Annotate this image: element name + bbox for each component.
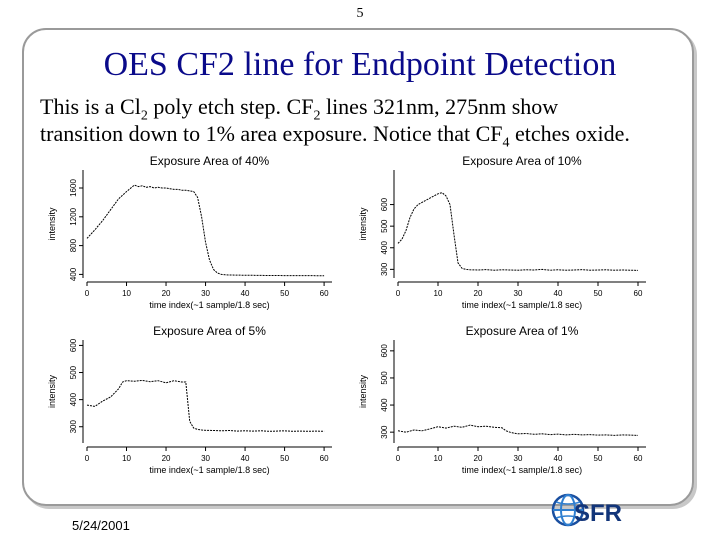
- slide-description: This is a Cl2 poly etch step. CF2 lines …: [40, 93, 700, 151]
- x-tick-label: 10: [122, 454, 131, 463]
- x-tick-label: 50: [594, 454, 603, 463]
- x-tick-label: 20: [162, 289, 171, 298]
- y-tick-label: 800: [69, 238, 78, 252]
- y-tick-label: 500: [69, 365, 78, 379]
- y-tick-label: 600: [380, 344, 389, 358]
- x-tick-label: 50: [280, 289, 289, 298]
- chart-title: Exposure Area of 40%: [150, 154, 270, 168]
- x-axis-label: time index(~1 sample/1.8 sec): [149, 300, 269, 310]
- y-tick-label: 400: [69, 392, 78, 406]
- y-tick-label: 600: [69, 338, 78, 352]
- slide-frame: [22, 28, 694, 506]
- desc-text: poly etch step. CF: [147, 94, 314, 119]
- description-line-2: transition down to 1% area exposure. Not…: [40, 120, 700, 151]
- chart-panel: Exposure Area of 10% 0 10 20 30 40 50 60 300 400 5…: [358, 154, 646, 310]
- x-axis-label: time index(~1 sample/1.8 sec): [149, 465, 269, 475]
- chart-panel: Exposure Area of 5% 0 10 20 30 40 50 60 300 400 50…: [47, 324, 332, 475]
- series-line: [86, 184, 325, 277]
- x-tick-label: 30: [201, 454, 210, 463]
- desc-text: transition down to 1% area exposure. Not…: [40, 121, 503, 146]
- x-tick-label: 30: [514, 289, 523, 298]
- y-axis-label: intensity: [47, 374, 57, 408]
- series-line: [397, 424, 639, 436]
- series-line: [397, 192, 639, 271]
- series-line: [86, 379, 325, 432]
- x-tick-label: 40: [241, 289, 250, 298]
- x-tick-label: 30: [201, 289, 210, 298]
- desc-text: etches oxide.: [509, 121, 630, 146]
- y-axis-label: intensity: [47, 207, 57, 241]
- y-tick-label: 1600: [69, 179, 78, 197]
- x-tick-label: 40: [554, 289, 563, 298]
- y-axis-label: intensity: [358, 374, 368, 408]
- y-tick-label: 400: [69, 267, 78, 281]
- chart-title: Exposure Area of 5%: [153, 324, 266, 338]
- x-tick-label: 0: [396, 454, 401, 463]
- x-tick-label: 60: [634, 289, 643, 298]
- sfr-logo: SFR: [551, 493, 622, 527]
- desc-text: lines 321nm, 275nm show: [320, 94, 559, 119]
- y-tick-label: 600: [380, 197, 389, 211]
- page-number: 5: [356, 6, 364, 21]
- x-tick-label: 10: [122, 289, 131, 298]
- logo-text: SFR: [574, 500, 622, 527]
- chart-title: Exposure Area of 1%: [466, 324, 579, 338]
- desc-text: This is a Cl: [40, 94, 141, 119]
- desc-subscript: 2: [140, 108, 148, 124]
- y-tick-label: 400: [380, 241, 389, 255]
- x-tick-label: 60: [634, 454, 643, 463]
- y-tick-label: 300: [380, 425, 389, 439]
- description-line-1: This is a Cl2 poly etch step. CF2 lines …: [40, 93, 700, 124]
- y-tick-label: 1200: [69, 207, 78, 225]
- x-axis-label: time index(~1 sample/1.8 sec): [462, 465, 582, 475]
- slide-date: 5/24/2001: [72, 518, 130, 533]
- x-tick-label: 60: [320, 454, 329, 463]
- chart-panel: Exposure Area of 40% 0 10 20 30 40 50 60 400 800 1…: [47, 154, 332, 310]
- x-tick-label: 60: [320, 289, 329, 298]
- x-tick-label: 0: [396, 289, 401, 298]
- y-tick-label: 500: [380, 371, 389, 385]
- x-tick-label: 40: [241, 454, 250, 463]
- x-tick-label: 0: [85, 454, 90, 463]
- x-tick-label: 50: [280, 454, 289, 463]
- x-tick-label: 40: [554, 454, 563, 463]
- x-tick-label: 20: [474, 454, 483, 463]
- x-tick-label: 20: [474, 289, 483, 298]
- y-tick-label: 300: [69, 420, 78, 434]
- x-tick-label: 50: [594, 289, 603, 298]
- y-axis-label: intensity: [358, 207, 368, 241]
- x-tick-label: 10: [434, 289, 443, 298]
- desc-subscript: 2: [313, 108, 321, 124]
- chart-title: Exposure Area of 10%: [462, 154, 582, 168]
- y-tick-label: 400: [380, 398, 389, 412]
- y-tick-label: 500: [380, 219, 389, 233]
- x-tick-label: 20: [162, 454, 171, 463]
- y-tick-label: 300: [380, 262, 389, 276]
- globe-icon: [551, 493, 585, 527]
- desc-subscript: 4: [502, 135, 510, 151]
- x-tick-label: 10: [434, 454, 443, 463]
- x-tick-label: 30: [514, 454, 523, 463]
- chart-panel: Exposure Area of 1% 0 10 20 30 40 50 60 300 400 50…: [358, 324, 646, 475]
- x-axis-label: time index(~1 sample/1.8 sec): [462, 300, 582, 310]
- x-tick-label: 0: [85, 289, 90, 298]
- slide-title: OES CF2 line for Endpoint Detection: [103, 46, 617, 83]
